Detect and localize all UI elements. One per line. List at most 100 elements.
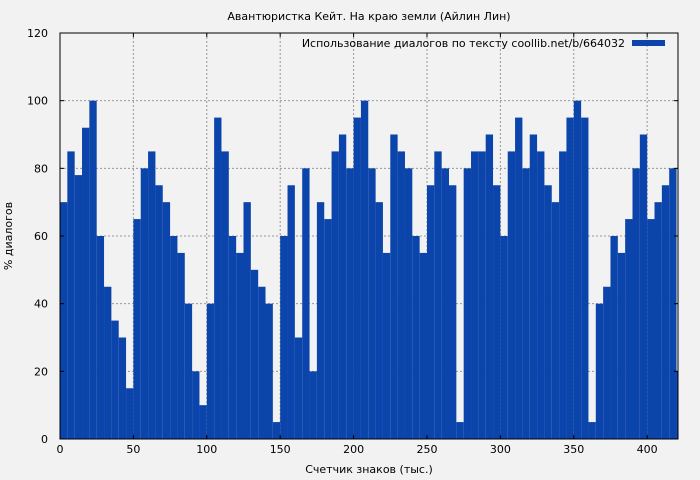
bar <box>192 371 200 439</box>
bar <box>632 168 640 440</box>
y-tick-label: 40 <box>34 298 48 311</box>
legend-swatch <box>632 40 665 46</box>
bar <box>258 286 266 439</box>
x-tick-label: 400 <box>637 443 658 456</box>
bar <box>133 219 141 439</box>
bar <box>324 219 332 439</box>
bar <box>544 185 552 439</box>
bar <box>287 185 295 439</box>
bar <box>316 202 325 439</box>
bar <box>338 134 347 439</box>
bar <box>647 219 655 439</box>
bar <box>390 134 398 439</box>
bar <box>126 388 134 439</box>
bar <box>456 422 464 439</box>
bar <box>603 286 611 439</box>
bar <box>184 303 193 439</box>
legend-label: Использование диалогов по тексту coollib… <box>302 37 625 50</box>
x-axis-label: Счетчик знаков (тыс.) <box>305 463 433 476</box>
bar <box>199 405 207 439</box>
bar <box>368 168 376 440</box>
x-tick-label: 50 <box>126 443 140 456</box>
bar <box>493 185 501 439</box>
bar <box>419 252 427 439</box>
bar <box>118 337 127 439</box>
bar <box>573 100 582 440</box>
bar <box>654 202 662 439</box>
bar <box>404 168 413 440</box>
bar <box>177 252 185 439</box>
x-tick-label: 250 <box>416 443 437 456</box>
bar <box>617 252 626 439</box>
bar <box>471 151 479 439</box>
bar <box>243 202 251 439</box>
y-ticks: 0 20 40 60 80 100 120 <box>27 27 678 446</box>
y-tick-label: 20 <box>34 365 48 378</box>
bar <box>559 151 567 439</box>
bar <box>434 151 442 439</box>
y-tick-label: 120 <box>27 27 48 40</box>
bar <box>529 134 538 439</box>
bar <box>588 422 596 439</box>
bar <box>302 168 310 440</box>
x-tick-label: 150 <box>270 443 291 456</box>
x-tick-label: 0 <box>57 443 64 456</box>
bar <box>537 151 545 439</box>
y-tick-label: 100 <box>27 95 48 108</box>
bar <box>265 303 273 439</box>
bar <box>170 236 178 439</box>
x-tick-label: 200 <box>343 443 364 456</box>
bar <box>500 236 508 439</box>
x-tick-label: 100 <box>196 443 217 456</box>
bar <box>412 236 420 439</box>
bar <box>140 168 149 440</box>
y-tick-label: 0 <box>41 433 48 446</box>
bar <box>382 252 391 439</box>
bar <box>162 202 171 439</box>
bar <box>280 236 288 439</box>
bar <box>60 202 68 439</box>
bar <box>478 151 486 439</box>
bar <box>228 236 237 439</box>
x-tick-label: 350 <box>563 443 584 456</box>
bar <box>221 151 229 439</box>
bar <box>522 168 530 440</box>
bar <box>360 100 369 440</box>
bar <box>375 202 383 439</box>
bar <box>206 303 215 439</box>
y-axis-label: % диалогов <box>2 202 15 270</box>
x-tick-label: 300 <box>490 443 511 456</box>
bar <box>463 168 472 440</box>
bar <box>661 185 670 439</box>
bar <box>236 252 244 439</box>
bar <box>250 269 259 439</box>
bar <box>353 117 361 439</box>
y-tick-label: 60 <box>34 230 48 243</box>
bar <box>111 320 119 439</box>
bar <box>426 185 435 439</box>
y-tick-label: 80 <box>34 162 48 175</box>
bar <box>294 337 303 439</box>
bar <box>441 168 450 440</box>
bar <box>449 185 457 439</box>
bar <box>625 219 633 439</box>
bar <box>96 236 105 439</box>
bar <box>67 151 75 439</box>
bar <box>397 151 405 439</box>
bar <box>104 286 112 439</box>
bar <box>272 422 281 439</box>
x-ticks: 0 50 100 150 200 250 300 350 400 <box>57 33 658 456</box>
bar <box>551 202 560 439</box>
bar <box>346 168 354 440</box>
bar <box>669 168 677 440</box>
bar <box>676 371 678 439</box>
bar <box>566 117 574 439</box>
bar <box>595 303 604 439</box>
bar <box>309 371 317 439</box>
bar <box>485 134 494 439</box>
chart-title: Авантюристка Кейт. На краю земли (Айлин … <box>227 10 510 23</box>
bar <box>214 117 222 439</box>
bar <box>507 151 516 439</box>
bar <box>331 151 339 439</box>
bar <box>581 117 589 439</box>
